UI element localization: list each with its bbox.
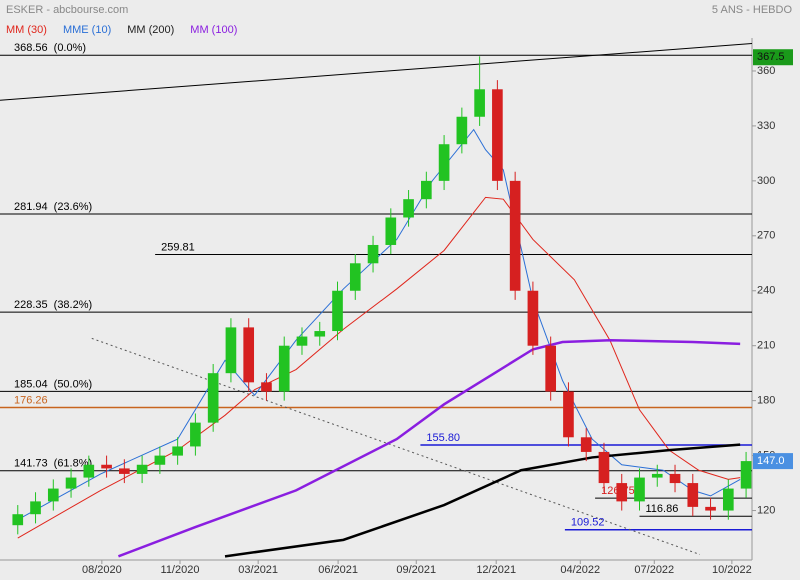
level-pct: (61.8%) [54,458,93,470]
level-label: 281.94 [14,201,48,213]
candle-body [616,483,628,502]
level-label: 109.52 [571,517,605,529]
level-label: 259.81 [161,241,195,253]
chart-subtitle: 5 ANS - HEBDO [712,4,793,16]
candle-body [438,144,450,181]
candle-body [30,501,41,515]
y-tick-label: 240 [757,285,775,297]
x-tick-label: 06/2021 [318,564,358,576]
level-pct: (50.0%) [54,378,93,390]
level-label: 141.73 [14,458,48,470]
x-tick-label: 09/2021 [396,564,436,576]
candle-body [83,464,95,478]
level-label: 185.04 [14,378,48,390]
candle-body [47,488,59,502]
candle-body [598,451,610,484]
y-tick-label: 300 [757,175,775,187]
candle-body [367,244,379,264]
level-label: 116.86 [645,503,678,515]
legend-entry: MM (30) [6,24,47,36]
candle-body [527,290,539,346]
level-pct: (38.2%) [54,299,93,311]
candle-body [314,331,326,337]
candle-body [136,464,148,474]
candle-body [669,473,681,484]
candle-body [65,477,77,489]
candle-body [278,345,290,392]
candle-body [225,327,237,374]
candle-body [474,89,485,117]
x-tick-label: 08/2020 [82,564,122,576]
level-label: 155.80 [426,432,460,444]
candle-body [492,89,503,181]
candle-body [509,180,521,291]
candle-body [119,468,130,474]
candle-body [403,199,414,218]
moving-average [117,338,741,558]
y-tick-label: 120 [757,504,775,516]
legend-entry: MME (10) [63,24,111,36]
x-tick-label: 12/2021 [476,564,516,576]
price-tag-label: 147.0 [757,455,785,467]
price-tag [753,49,793,66]
legend: MM (30) MME (10) MM (200) MM (100) [6,24,237,36]
candle-body [722,488,734,511]
candle-body [261,382,272,392]
candle-body [421,180,432,200]
y-tick-label: 180 [757,395,775,407]
candle-body [172,446,183,456]
level-pct: (23.6%) [54,201,93,213]
candle-body [651,473,663,478]
x-tick-label: 10/2022 [712,564,752,576]
chart-title: ESKER - abcbourse.com [6,4,128,16]
legend-entry: MM (200) [127,24,174,36]
candle-body [243,327,255,383]
y-tick-label: 360 [757,65,775,77]
x-tick-label: 03/2021 [238,564,278,576]
candle-body [101,464,112,469]
level-label: 176.26 [14,394,48,406]
candle-body [563,391,574,438]
level-label: 368.56 [14,42,48,54]
candle-body [190,422,201,447]
candle-body [740,461,752,489]
x-tick-label: 07/2022 [634,564,674,576]
y-tick-label: 210 [757,340,775,352]
candle-body [580,437,592,452]
candle-body [349,263,361,291]
candle-body [385,217,397,245]
candle-body [12,514,24,526]
price-tag [753,453,793,470]
candle-body [705,506,716,511]
price-tag-label: 367.5 [757,51,785,63]
candle-body [296,336,308,346]
level-pct: (0.0%) [54,42,86,54]
moving-average [224,443,741,558]
candle-body [634,477,645,502]
trend-line [0,42,753,101]
legend-entry: MM (100) [190,24,237,36]
candle-body [332,290,343,332]
x-tick-label: 04/2022 [560,564,600,576]
candle-body [687,483,699,507]
y-tick-label: 270 [757,230,775,242]
candle-body [154,455,166,465]
x-tick-label: 11/2020 [161,564,200,576]
candle-body [545,345,557,392]
candle-body [456,116,468,145]
candle-body [207,373,219,423]
level-label: 228.35 [14,299,48,311]
y-tick-label: 330 [757,120,775,132]
